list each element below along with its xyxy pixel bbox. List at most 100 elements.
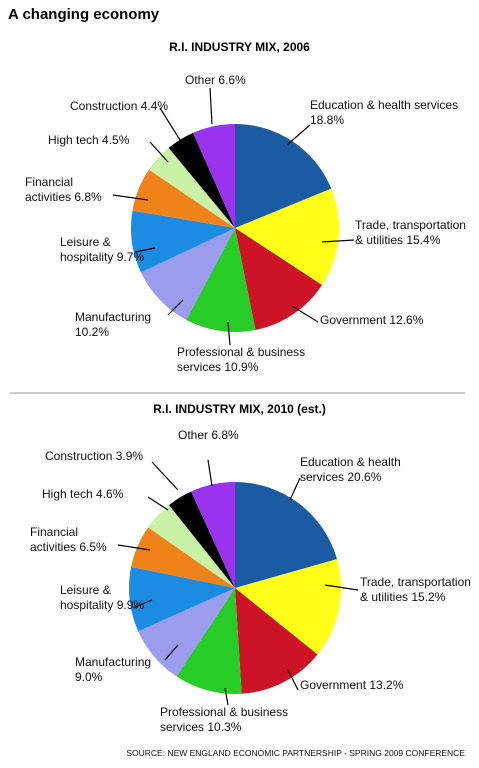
leader-line <box>286 124 311 146</box>
pie-slice <box>186 228 256 332</box>
leader-line <box>289 477 301 501</box>
leader-line <box>227 321 231 346</box>
category-name: Education & health services <box>310 98 459 112</box>
slice-label: High tech 4.6% <box>42 487 162 502</box>
leader-line <box>164 644 179 661</box>
category-name: High tech <box>42 487 93 501</box>
slice-label: Trade, transportation & utilities 15.4% <box>355 218 470 248</box>
pie-slice <box>131 210 235 273</box>
pie-slice <box>235 228 322 330</box>
value-label: 6.8% <box>211 428 239 442</box>
leader-line <box>321 239 355 243</box>
leader-line <box>287 669 299 691</box>
leader-line <box>291 305 319 323</box>
value-label: 6.8% <box>74 190 102 204</box>
slice-label: Leisure & hospitality 9.7% <box>60 235 160 265</box>
slice-label: Trade, transportation & utilities 15.2% <box>360 575 475 605</box>
category-name: Government <box>320 313 387 327</box>
value-label: 4.6% <box>96 487 124 501</box>
leader-line <box>151 461 179 491</box>
category-name: Manufacturing <box>75 655 152 669</box>
slice-label: Financial activities 6.5% <box>30 525 125 555</box>
pie-slice <box>235 588 318 694</box>
slice-label: Other 6.8% <box>178 428 278 443</box>
value-label: 13.2% <box>369 678 404 692</box>
slice-label: Education & health services 20.6% <box>300 455 440 485</box>
slice-label: Construction 3.9% <box>45 449 175 464</box>
category-name: Financial activities <box>30 525 79 554</box>
category-name: Professional & business services <box>177 345 306 374</box>
pie-slice <box>132 169 235 228</box>
value-label: 20.6% <box>347 470 382 484</box>
value-label: 3.9% <box>115 449 144 463</box>
slice-label: Professional & business services 10.9% <box>177 345 332 375</box>
leader-line <box>112 194 149 201</box>
category-name: Financial activities <box>25 175 74 204</box>
leader-line <box>117 544 151 551</box>
category-name: Government <box>300 678 367 692</box>
slice-label: Government 13.2% <box>300 678 410 693</box>
category-name: Leisure & hospitality <box>60 583 114 612</box>
value-label: 10.3% <box>207 720 242 734</box>
pie-slice <box>235 124 332 228</box>
pie-slice <box>193 124 235 228</box>
value-label: 6.6% <box>218 73 246 87</box>
leader-line <box>147 496 169 511</box>
category-name: Trade, transportation & utilities <box>360 575 471 604</box>
leader-line <box>132 599 153 609</box>
value-label: 10.2% <box>75 325 110 339</box>
pie-slice <box>235 482 337 588</box>
pie-slice <box>148 147 235 228</box>
leader-line <box>209 87 213 125</box>
leader-line <box>167 299 184 316</box>
page-title: A changing economy <box>8 6 160 23</box>
leader-line <box>207 459 213 487</box>
value-label: 10.9% <box>224 360 259 374</box>
pie-slice <box>148 505 235 588</box>
category-name: Trade, transportation & utilities <box>355 218 466 247</box>
category-name: Other <box>178 428 209 442</box>
slice-label: Financial activities 6.8% <box>25 175 120 205</box>
category-name: Other <box>185 73 216 87</box>
value-label: 6.5% <box>79 540 107 554</box>
category-name: Professional & business services <box>160 705 289 734</box>
category-name: High tech <box>48 133 99 147</box>
source: SOURCE: NEW ENGLAND ECONOMIC PARTNERSHIP… <box>126 748 465 758</box>
slice-label: Construction 4.4% <box>70 99 200 114</box>
leader-line <box>324 584 359 591</box>
value-label: 12.6% <box>389 313 424 327</box>
category-name: Construction <box>45 449 113 463</box>
pie-slice <box>168 132 235 228</box>
pie-slice <box>235 188 339 286</box>
pie-slice <box>131 527 235 588</box>
slice-label: Manufacturing 10.2% <box>75 310 170 340</box>
value-label: 9.0% <box>75 670 103 684</box>
value-label: 4.5% <box>102 133 130 147</box>
value-label: 4.4% <box>140 99 169 113</box>
value-label: 9.7% <box>116 250 145 264</box>
leader-line <box>224 687 229 706</box>
chart-title: R.I. INDUSTRY MIX, 2006 <box>169 40 310 54</box>
slice-label: Education & health services 18.8% <box>310 98 460 128</box>
value-label: 15.4% <box>406 233 441 247</box>
pie-slice <box>191 482 235 588</box>
category-name: Manufacturing <box>75 310 152 324</box>
value-label: 15.2% <box>411 590 446 604</box>
slice-label: Professional & business services 10.3% <box>160 705 315 735</box>
pie-slice <box>176 588 242 694</box>
pie-slice <box>140 228 235 320</box>
chart-title: R.I. INDUSTRY MIX, 2010 (est.) <box>153 402 326 416</box>
slice-label: Leisure & hospitality 9.9% <box>60 583 160 613</box>
pie-slice <box>128 566 235 632</box>
leader-line <box>149 141 169 163</box>
slice-label: Other 6.6% <box>185 73 285 88</box>
slice-label: Government 12.6% <box>320 313 430 328</box>
pie-slice <box>138 588 235 677</box>
category-name: Leisure & hospitality <box>60 235 114 264</box>
pie-slice <box>168 491 235 588</box>
category-name: Education & health services <box>300 455 401 484</box>
value-label: 9.9% <box>116 598 145 612</box>
pie-slice <box>235 559 341 655</box>
